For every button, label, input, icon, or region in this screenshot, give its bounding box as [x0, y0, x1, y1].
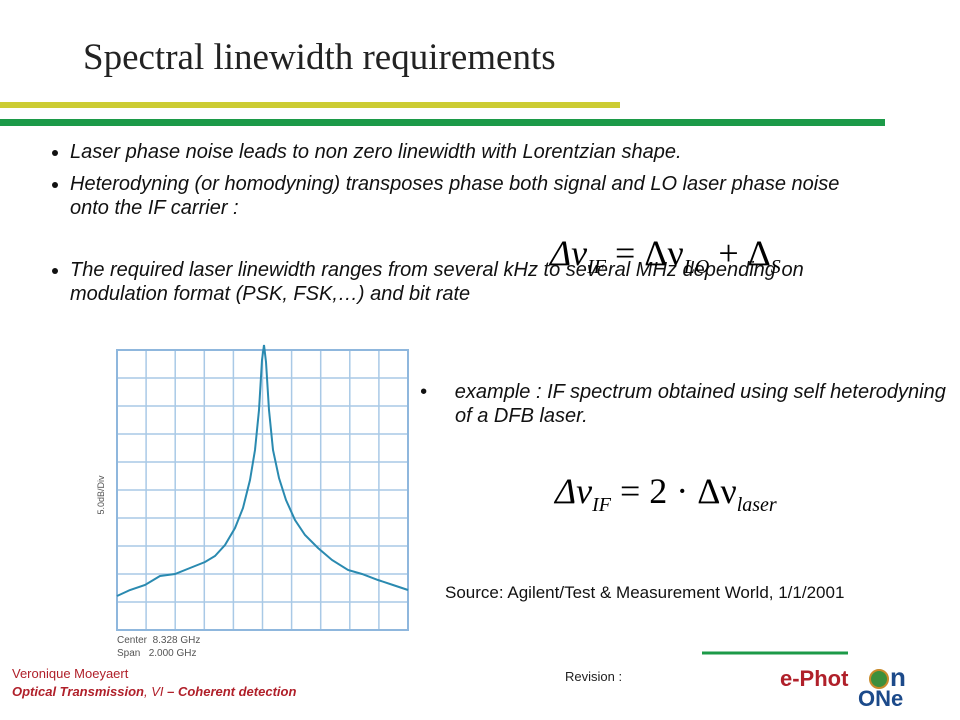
f: = Δν [615, 233, 684, 273]
rule-yellow [0, 102, 620, 108]
example-text: example : IF spectrum obtained using sel… [454, 381, 946, 427]
f: LO [683, 256, 710, 279]
course-c: – Coherent detection [163, 684, 297, 699]
f: IF [592, 494, 611, 517]
f: S [770, 256, 781, 279]
f: Δν [555, 471, 593, 511]
course-a: Optical Transmission [12, 684, 144, 699]
center: Center 8.328 GHz [117, 635, 200, 646]
course-b: , VI [143, 684, 164, 699]
logo: ONe [858, 686, 903, 711]
spectrum-curve [116, 344, 409, 597]
revision: Revision : [565, 669, 623, 684]
y-label: 5.0dB/Div [96, 475, 106, 515]
f: + Δ [718, 233, 771, 273]
formula: ΔνIF = 2 · Δνlaser [555, 470, 777, 517]
logo: n [890, 662, 906, 692]
formula: ΔνIF = ΔνLO + ΔS [550, 232, 781, 279]
bullet: Laser phase noise leads to non zero line… [70, 140, 910, 164]
bullet: Heterodyning (or homodyning) transposes … [70, 172, 860, 220]
f: = 2 · Δν [620, 471, 737, 511]
title: Spectral linewidth requirements [83, 37, 556, 78]
f: Δν [550, 233, 588, 273]
source: Source: Agilent/Test & Measurement World… [445, 583, 845, 602]
rule-green [0, 119, 885, 126]
course: Optical Transmission, VI – Coherent dete… [12, 684, 296, 699]
f: IF [587, 256, 606, 279]
f: laser [736, 494, 777, 517]
span: Span 2.000 GHz [117, 648, 197, 659]
bullets: Laser phase noise leads to non zero line… [33, 140, 910, 314]
logo: e-Phot [780, 666, 849, 691]
author: Veronique Moeyaert [12, 666, 129, 681]
example: • example : IF spectrum obtained using s… [420, 381, 946, 427]
logo-globe [869, 669, 889, 689]
bullet: The required laser linewidth ranges from… [70, 258, 810, 306]
